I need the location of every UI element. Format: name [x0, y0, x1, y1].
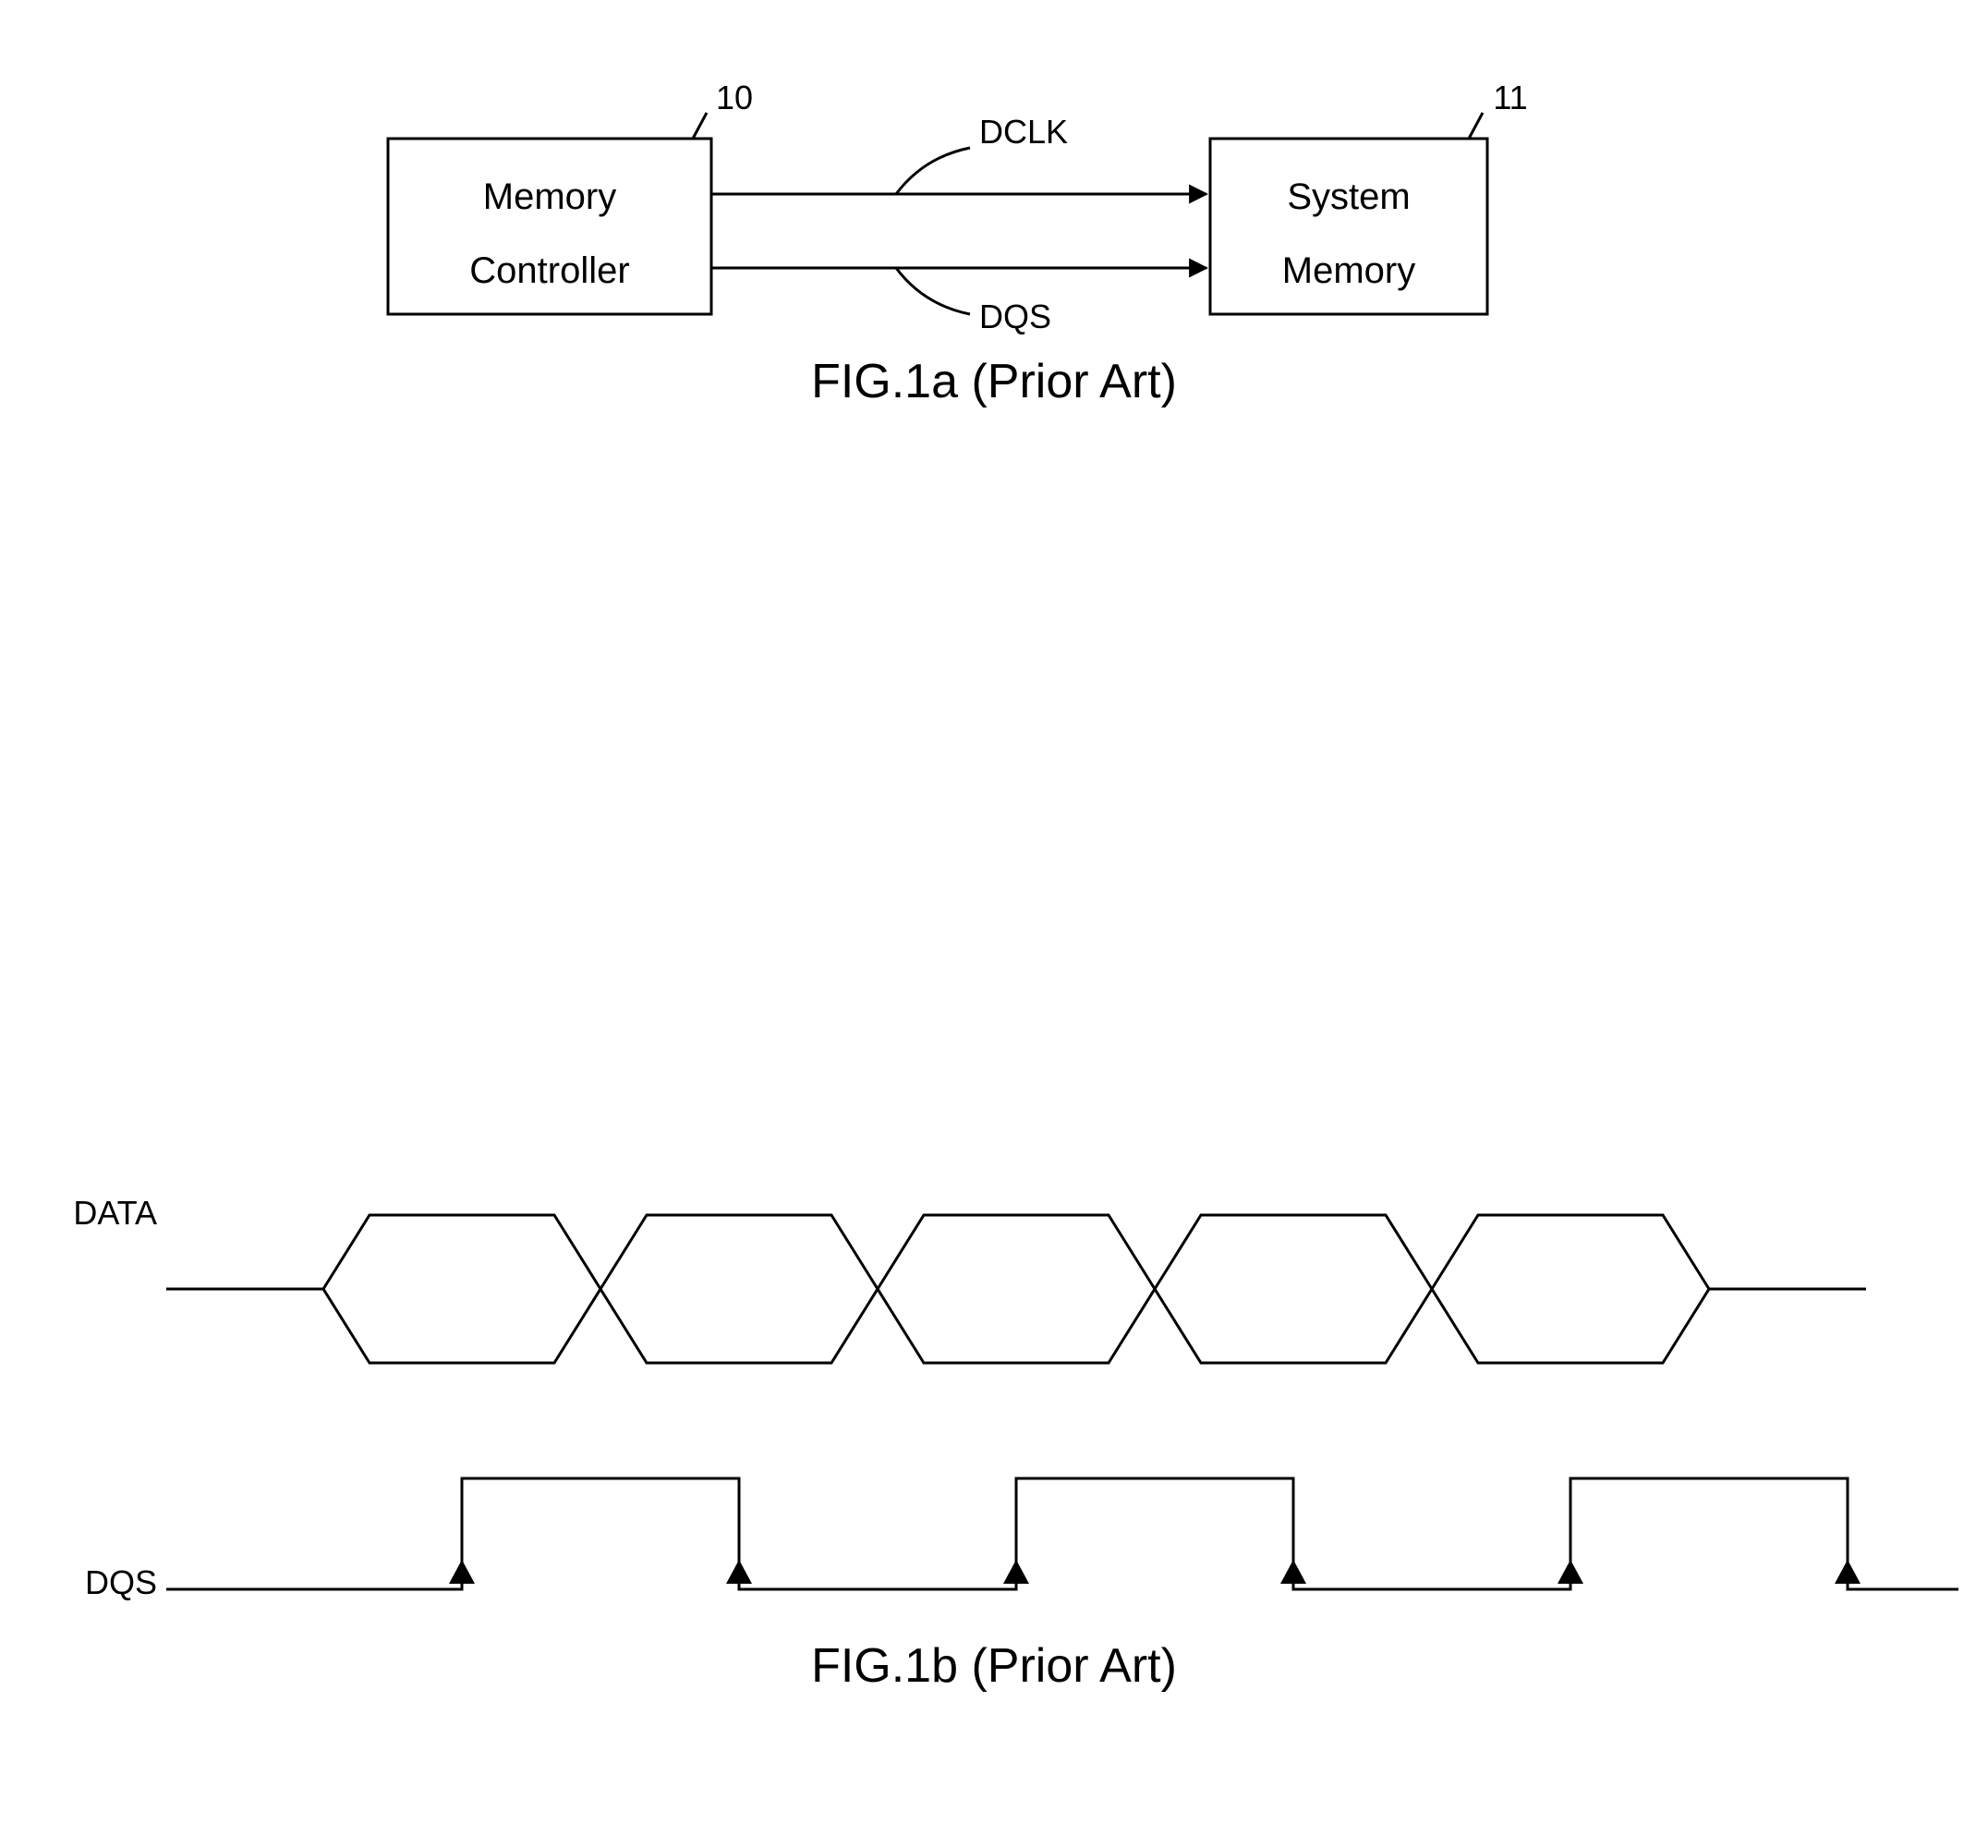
data-eye-top [878, 1215, 1155, 1289]
data-signal-label: DATA [73, 1194, 157, 1232]
dqs-label: DQS [979, 298, 1051, 335]
fig1b-caption: FIG.1b (Prior Art) [811, 1639, 1177, 1693]
dqs-edge-arrow [726, 1560, 752, 1584]
dclk-leader [896, 148, 970, 194]
dqs-edge-arrow [1558, 1560, 1583, 1584]
left_box-ref-tick [693, 113, 707, 139]
right_box-label1: System [1287, 176, 1410, 217]
left_box-label2: Controller [469, 250, 629, 291]
data-eye-bottom [323, 1289, 600, 1363]
data-eye-bottom [1432, 1289, 1709, 1363]
right_box-label2: Memory [1282, 250, 1415, 291]
right_box-ref-tick [1469, 113, 1483, 139]
left_box-label1: Memory [483, 176, 616, 217]
right_box-ref: 11 [1493, 79, 1527, 116]
dqs-leader [896, 268, 970, 314]
dqs-edge-arrow [1835, 1560, 1861, 1584]
data-eye-bottom [600, 1289, 878, 1363]
data-eye-top [1432, 1215, 1709, 1289]
dqs-edge-arrow [1280, 1560, 1306, 1584]
dqs-edge-arrow [1003, 1560, 1029, 1584]
data-eye-top [323, 1215, 600, 1289]
data-eye-top [600, 1215, 878, 1289]
data-eye-top [1155, 1215, 1432, 1289]
dqs-waveform [166, 1478, 1958, 1589]
data-eye-bottom [1155, 1289, 1432, 1363]
data-eye-bottom [878, 1289, 1155, 1363]
dqs-edge-arrow [449, 1560, 475, 1584]
fig1a-caption: FIG.1a (Prior Art) [811, 355, 1177, 408]
left_box-ref: 10 [716, 79, 753, 116]
dclk-label: DCLK [979, 113, 1068, 151]
dqs-signal-label: DQS [85, 1563, 157, 1601]
